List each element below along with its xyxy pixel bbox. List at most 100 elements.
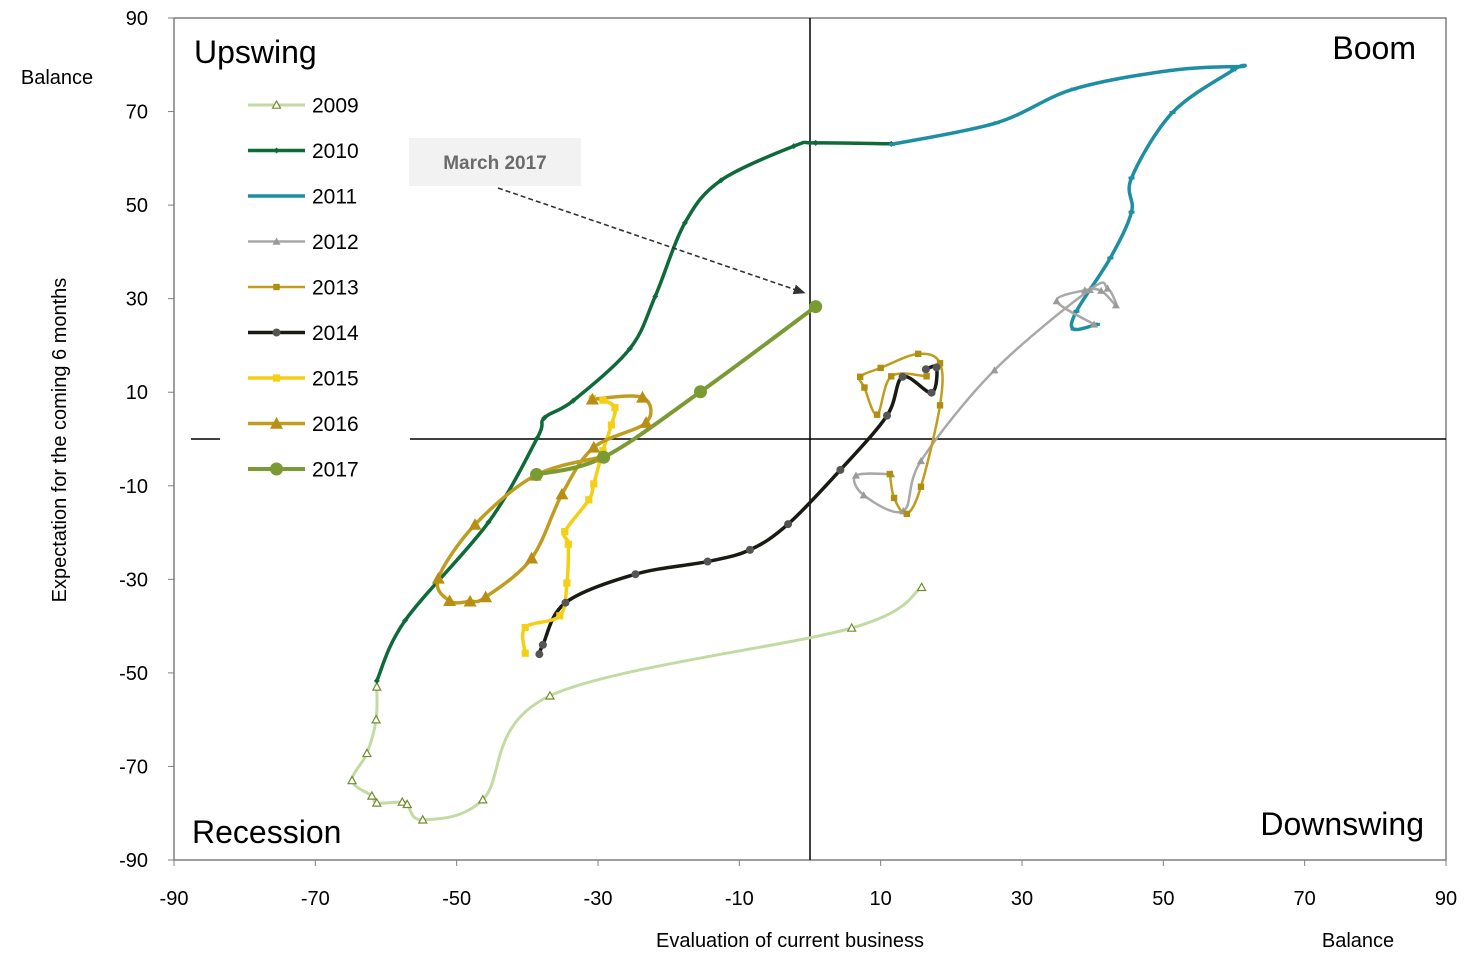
data-point-2013 [890,494,898,502]
data-point-2013 [914,350,922,358]
data-point-2010 [790,143,797,150]
data-point-2013 [936,402,944,409]
data-point-2016 [555,487,569,500]
data-point-2010 [541,414,548,421]
data-point-2010 [717,177,724,184]
data-point-2016 [468,518,482,530]
annotation-march-2017: March 2017 [409,138,806,295]
data-point-2015 [521,649,529,657]
data-point-2016 [525,551,539,564]
data-point-2012 [1085,285,1094,293]
data-point-2012 [1090,320,1099,328]
data-point-2015 [590,480,598,488]
data-point-2015 [611,404,619,412]
data-point-2012 [1103,284,1112,292]
data-point-2009 [544,690,555,700]
data-point-2011 [1128,210,1135,214]
data-point-2013 [877,364,884,372]
legend-label-2017: 2017 [312,459,359,482]
data-point-2015 [585,496,593,504]
data-point-2012 [1111,301,1120,309]
data-point-2011 [1128,176,1135,180]
data-point-2017 [597,450,611,464]
data-point-2013 [856,373,864,380]
y-tick-label: -30 [119,569,148,591]
legend-label-2014: 2014 [312,322,359,345]
data-point-2011 [1093,322,1100,326]
legend-label-2009: 2009 [312,95,359,118]
data-point-2010 [570,397,577,404]
annotation-text: March 2017 [443,153,547,174]
data-point-2009 [397,796,408,806]
data-point-2013 [903,510,911,518]
data-point-2009 [371,797,382,807]
data-point-2011 [1236,65,1243,69]
data-point-2015 [607,421,616,429]
data-point-2009 [366,790,377,800]
legend-label-2015: 2015 [312,368,359,391]
data-point-2014 [561,598,570,607]
data-point-2009 [371,714,382,724]
data-point-2015 [561,528,569,536]
data-point-2015 [556,612,564,620]
y-tick-label: -10 [119,476,148,498]
legend-label-2011: 2011 [312,186,357,209]
data-point-2012 [1052,297,1061,305]
x-tick-label: 30 [1011,888,1033,910]
markers-layer [347,65,1243,824]
data-point-2009 [361,748,372,758]
data-point-2011 [993,121,1000,125]
data-point-2016 [431,571,445,584]
legend-marker-2012 [272,237,281,245]
x-tick-label: -10 [725,888,754,910]
legend-label-2013: 2013 [312,277,359,300]
data-point-2014 [745,545,754,554]
data-point-2014 [921,365,930,374]
y-tick-label: -70 [119,756,148,778]
annotation-box [409,138,581,186]
legend-marker-2010 [273,147,280,154]
series-line-2011 [890,63,1247,332]
data-point-2010 [626,345,633,352]
quadrant-downswing: Downswing [1260,806,1424,842]
data-point-2016 [639,416,653,428]
x-tick-label: -30 [584,888,613,910]
data-point-2010 [812,139,819,146]
y-tick-label: -90 [119,850,148,872]
y-tick-label: 10 [126,382,148,404]
legend-label-2012: 2012 [312,231,359,254]
data-point-2017 [809,300,823,314]
y-tick-label: -50 [119,663,148,685]
data-point-2013 [917,483,925,490]
data-point-2016 [587,440,601,453]
data-point-2011 [1070,87,1077,91]
data-point-2016 [443,594,457,607]
data-point-2016 [479,590,493,603]
x-tick-label: -70 [301,888,330,910]
quadrant-boom: Boom [1332,30,1416,66]
data-point-2014 [836,465,845,474]
data-point-2009 [402,799,413,809]
data-point-2014 [932,363,941,372]
data-point-2012 [859,491,868,499]
legend-marker-2016 [270,417,283,429]
annotation-arrow [497,187,806,295]
data-point-2011 [1168,68,1175,72]
data-point-2017 [530,468,544,482]
data-point-2009 [916,582,927,592]
data-point-2009 [347,775,358,785]
data-point-2010 [402,617,409,624]
legend-marker-2015 [272,374,281,382]
data-point-2016 [463,594,477,607]
legend-marker-2014 [272,328,281,337]
data-point-2016 [636,390,650,403]
data-point-2013 [888,373,895,380]
data-point-2012 [1097,286,1106,294]
data-point-2014 [898,372,907,381]
data-point-2010 [373,677,380,684]
legend-marker-2011 [273,194,280,198]
data-point-2013 [923,373,930,380]
data-point-2015 [564,540,572,548]
legend-label-2016: 2016 [312,413,359,436]
data-point-2009 [846,622,857,632]
